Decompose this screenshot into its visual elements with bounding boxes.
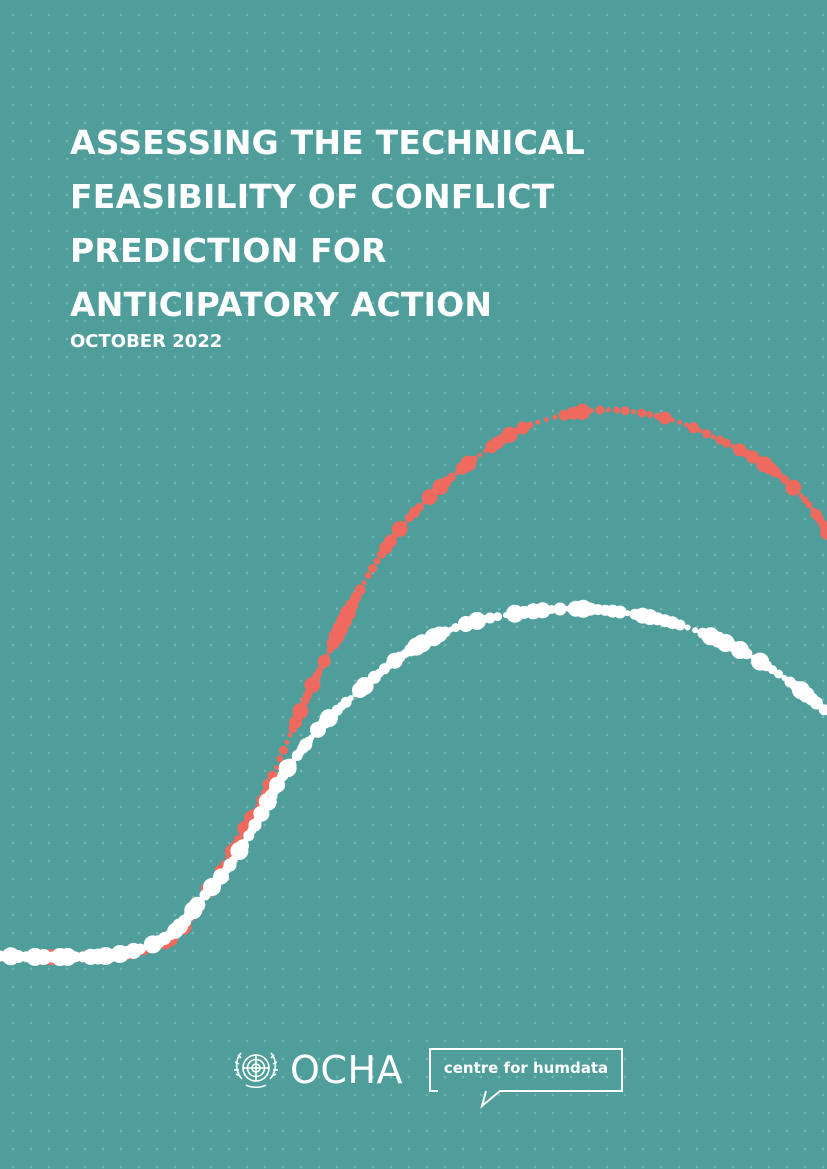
curve-dot	[69, 951, 81, 963]
curve-dot	[674, 619, 686, 631]
curve-dot	[684, 422, 690, 428]
curve-dot	[613, 406, 621, 414]
curve-dot	[646, 411, 654, 418]
curve-dot	[287, 732, 293, 738]
curve-dot	[11, 950, 25, 963]
curve-dot	[553, 602, 567, 616]
curve-dot	[669, 417, 675, 423]
curve-dot	[470, 455, 478, 463]
curve-dot	[624, 610, 631, 617]
curve-dot	[354, 584, 366, 596]
curve-dot	[595, 405, 605, 415]
curve-dot	[552, 414, 558, 420]
un-emblem-icon	[234, 1052, 278, 1089]
speech-bubble-frame	[429, 1048, 623, 1109]
curve-dot	[741, 648, 753, 660]
red-dotted-curve	[0, 403, 827, 966]
curve-dot	[284, 739, 290, 745]
curve-dot	[414, 502, 424, 512]
curve-dot	[276, 755, 284, 763]
curve-dot	[637, 408, 647, 418]
curve-dot	[710, 434, 716, 440]
curve-dot	[364, 572, 372, 580]
curve-dot	[620, 406, 630, 416]
curve-dot	[677, 419, 683, 425]
curve-dot	[780, 475, 790, 485]
curve-dot	[697, 428, 703, 434]
curve-dot	[347, 695, 354, 702]
curve-dot	[798, 493, 804, 499]
title-line: ASSESSING THE TECHNICAL	[70, 123, 585, 162]
curve-dot	[574, 403, 591, 420]
humdata-wordmark: centre for humdata	[443, 1059, 609, 1077]
curve-dot	[477, 452, 483, 458]
curve-dot	[273, 765, 279, 770]
title-line: ANTICIPATORY ACTION	[70, 285, 493, 324]
ocha-wordmark: OCHA	[290, 1048, 404, 1092]
curve-dot	[794, 489, 800, 495]
curve-dot	[361, 580, 367, 586]
curve-dot	[588, 408, 594, 414]
curve-dot	[684, 624, 691, 631]
report-date: OCTOBER 2022	[70, 331, 223, 352]
humdata-logo: centre for humdata	[428, 1046, 628, 1115]
curve-dot	[484, 612, 496, 624]
curve-dot	[543, 417, 549, 423]
ocha-logo: OCHA	[228, 1046, 403, 1094]
curve-dot	[368, 564, 377, 573]
curve-dot	[805, 501, 813, 508]
curve-dot	[324, 653, 330, 659]
curve-dot	[613, 605, 627, 619]
curve-dot	[824, 709, 827, 715]
curve-dot	[722, 438, 732, 448]
curve-dot	[535, 419, 541, 425]
curve-dot	[373, 557, 381, 565]
title-line: FEASIBILITY OF CONFLICT	[70, 177, 555, 216]
curve-dot	[534, 602, 551, 619]
title-line: PREDICTION FOR	[70, 231, 387, 270]
curve-dot	[630, 409, 636, 415]
curve-dot	[605, 407, 611, 413]
curve-dot	[526, 421, 534, 429]
white-dotted-curve	[0, 599, 827, 966]
curve-dot	[134, 943, 146, 955]
curve-dot	[279, 745, 288, 755]
curve-dot	[402, 520, 407, 526]
curve-dot	[774, 669, 784, 679]
curve-dot	[692, 627, 699, 634]
curve-dot	[702, 429, 712, 439]
curve-dot	[35, 949, 52, 965]
curve-dot	[824, 530, 827, 540]
report-title: ASSESSING THE TECHNICAL FEASIBILITY OF C…	[70, 116, 690, 332]
curve-dot	[687, 422, 699, 434]
curve-dot	[658, 411, 672, 425]
curve-dot	[493, 612, 503, 622]
curve-dot	[446, 472, 456, 482]
curve-dot	[516, 421, 530, 435]
